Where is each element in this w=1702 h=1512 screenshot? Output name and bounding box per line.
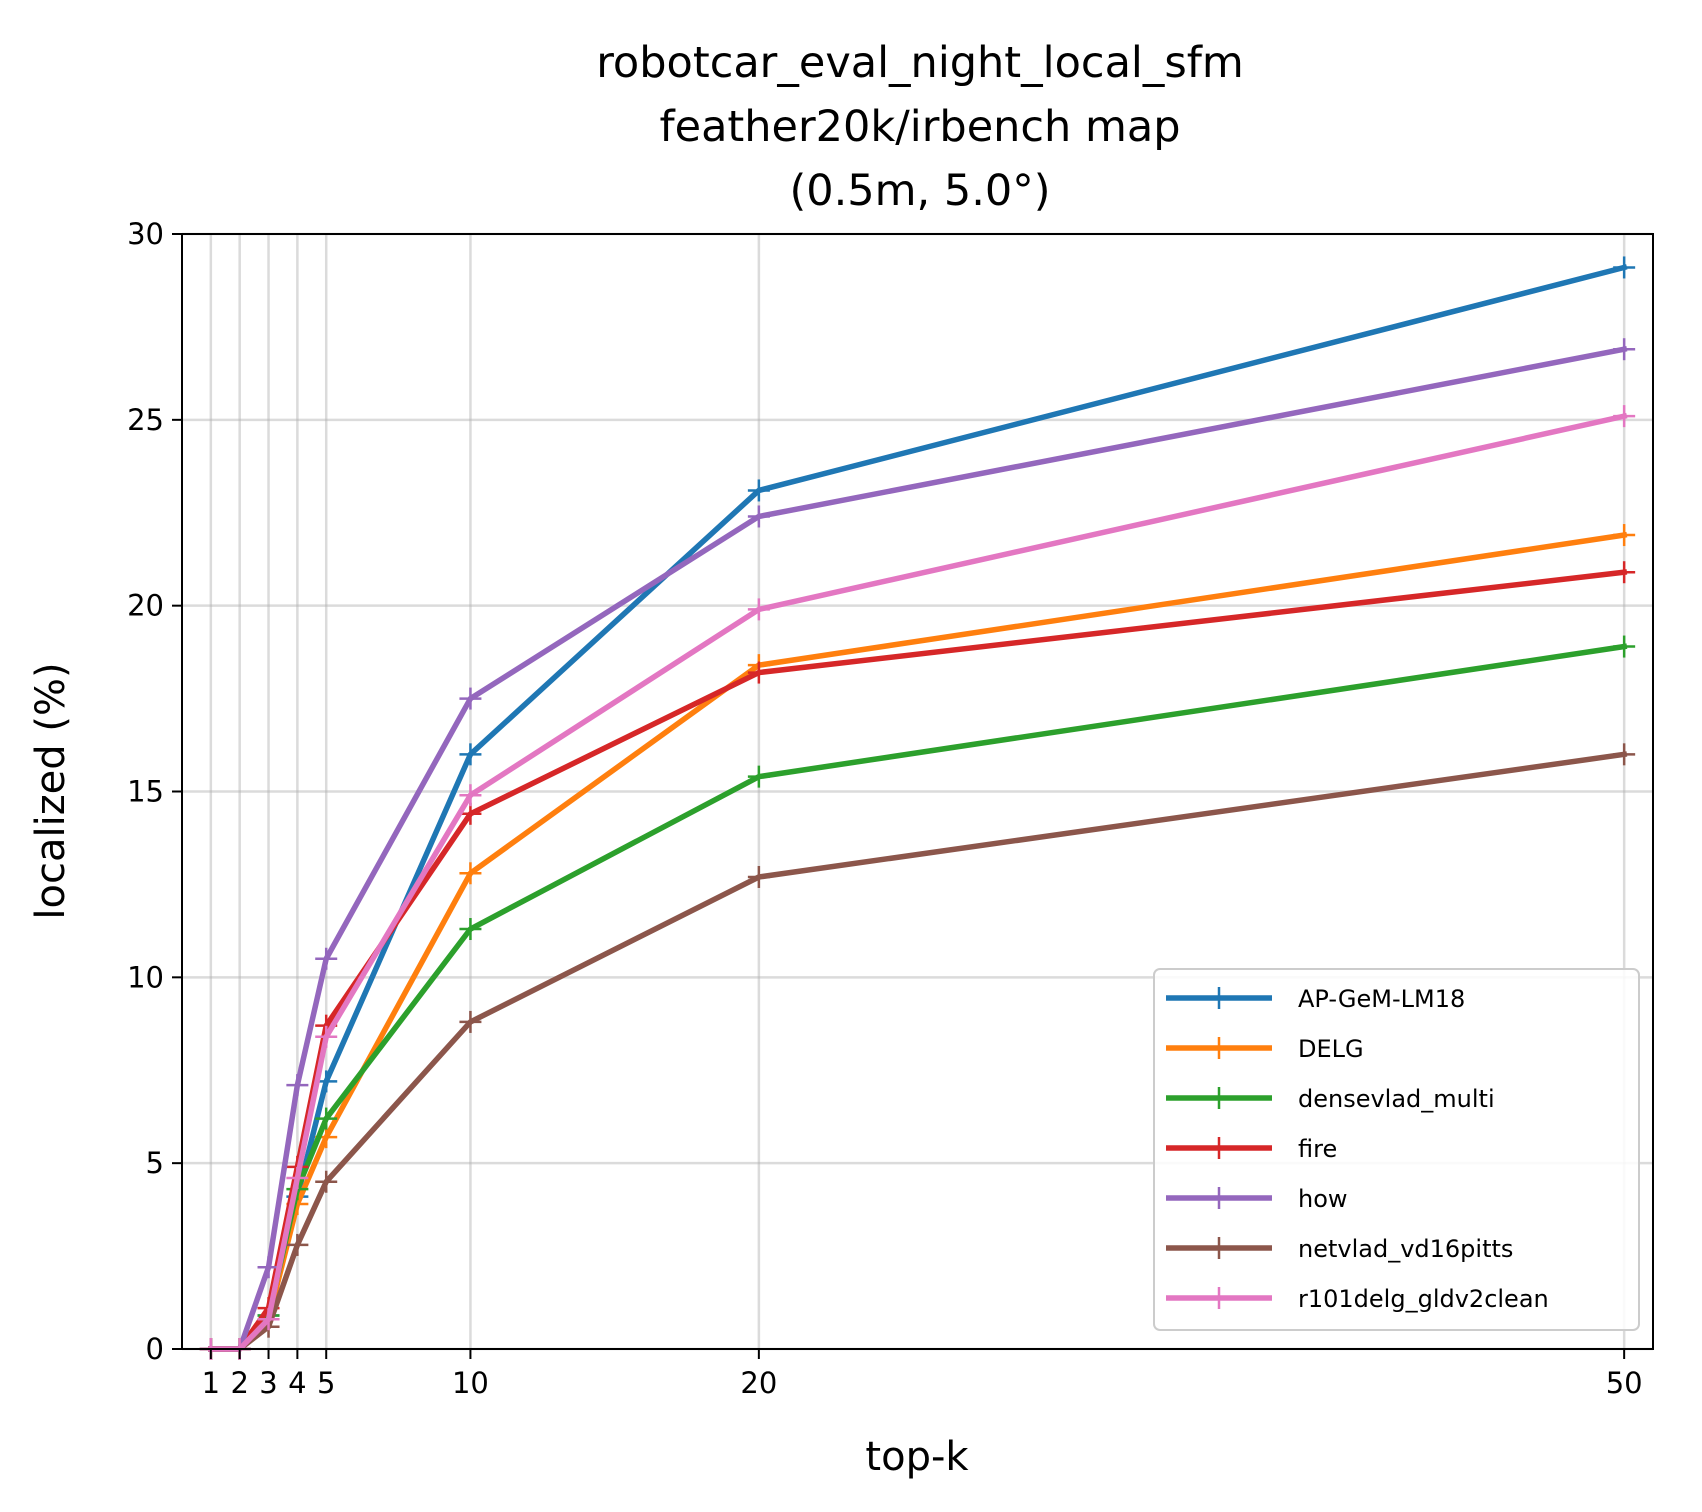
x-tick-label: 20 bbox=[740, 1366, 777, 1400]
legend-item-how: how bbox=[1166, 1185, 1348, 1213]
x-tick-label: 5 bbox=[317, 1366, 335, 1400]
data-point-r101delg-gldv2clean bbox=[1613, 405, 1636, 428]
data-point-ap-gem-lm18 bbox=[459, 743, 482, 766]
legend-item-ap-gem-lm18: AP-GeM-LM18 bbox=[1166, 985, 1465, 1013]
data-point-densevlad-multi bbox=[747, 765, 770, 788]
chart-title-line-3: (0.5m, 5.0°) bbox=[789, 166, 1050, 216]
x-tick-label: 3 bbox=[259, 1366, 277, 1400]
series-line-how bbox=[208, 345, 1628, 1352]
data-point-delg bbox=[1613, 524, 1636, 547]
y-tick-label: 5 bbox=[146, 1146, 164, 1180]
data-point-densevlad-multi bbox=[459, 918, 482, 941]
data-point-how bbox=[459, 687, 482, 710]
data-point-how bbox=[257, 1256, 280, 1279]
legend-label: AP-GeM-LM18 bbox=[1298, 985, 1465, 1013]
chart-title-line-2: feather20k/irbench map bbox=[659, 102, 1180, 152]
data-point-densevlad-multi bbox=[315, 1107, 338, 1130]
legend-label: netvlad_vd16pitts bbox=[1298, 1235, 1513, 1263]
data-point-r101delg-gldv2clean bbox=[459, 784, 482, 807]
data-point-r101delg-gldv2clean bbox=[315, 1025, 338, 1048]
legend-item-delg: DELG bbox=[1166, 1035, 1364, 1063]
data-point-netvlad-vd16pitts bbox=[286, 1233, 309, 1256]
x-tick-label: 50 bbox=[1606, 1366, 1643, 1400]
data-point-r101delg-gldv2clean bbox=[747, 598, 770, 621]
data-point-ap-gem-lm18 bbox=[1613, 256, 1636, 279]
legend-label: r101delg_gldv2clean bbox=[1298, 1285, 1549, 1313]
legend-box bbox=[1153, 968, 1640, 1331]
data-point-netvlad-vd16pitts bbox=[459, 1010, 482, 1033]
y-tick-label: 0 bbox=[146, 1332, 164, 1366]
x-axis-label: top-k bbox=[865, 1434, 969, 1480]
y-axis-ticks: 0 5 10 15 20 25 30 bbox=[127, 217, 182, 1366]
y-tick-label: 20 bbox=[127, 589, 164, 623]
data-point-netvlad-vd16pitts bbox=[315, 1170, 338, 1193]
data-point-ap-gem-lm18 bbox=[747, 479, 770, 502]
y-tick-label: 25 bbox=[127, 403, 164, 437]
x-tick-label: 2 bbox=[230, 1366, 248, 1400]
data-point-fire bbox=[747, 661, 770, 684]
data-point-fire bbox=[1613, 561, 1636, 584]
data-point-fire bbox=[459, 802, 482, 825]
y-tick-label: 30 bbox=[127, 217, 164, 251]
x-tick-label: 4 bbox=[288, 1366, 306, 1400]
legend-label: densevlad_multi bbox=[1298, 1085, 1495, 1113]
legend-label: how bbox=[1298, 1185, 1348, 1213]
y-axis-label: localized (%) bbox=[28, 662, 74, 919]
data-point-densevlad-multi bbox=[1613, 635, 1636, 658]
data-point-how bbox=[315, 947, 338, 970]
data-point-netvlad-vd16pitts bbox=[1613, 743, 1636, 766]
data-point-how bbox=[1613, 338, 1636, 361]
series-line-r101delg-gldv2clean bbox=[208, 412, 1628, 1352]
data-point-r101delg-gldv2clean bbox=[286, 1167, 309, 1190]
data-point-how bbox=[286, 1074, 309, 1097]
data-point-delg bbox=[459, 862, 482, 885]
data-point-how bbox=[747, 505, 770, 528]
data-point-netvlad-vd16pitts bbox=[747, 865, 770, 888]
legend-item-netvlad-vd16pitts: netvlad_vd16pitts bbox=[1166, 1235, 1513, 1263]
legend-item-densevlad-multi: densevlad_multi bbox=[1166, 1085, 1495, 1113]
legend-item-r101delg-gldv2clean: r101delg_gldv2clean bbox=[1166, 1285, 1549, 1313]
y-tick-label: 15 bbox=[127, 775, 164, 809]
x-axis-ticks: 1 2 3 4 5 10 20 50 bbox=[202, 1349, 1643, 1400]
x-tick-label: 10 bbox=[452, 1366, 489, 1400]
chart-title-line-1: robotcar_eval_night_local_sfm bbox=[596, 38, 1244, 88]
legend-label: fire bbox=[1298, 1135, 1337, 1163]
y-tick-label: 10 bbox=[127, 960, 164, 994]
legend-item-fire: fire bbox=[1166, 1135, 1337, 1163]
legend-label: DELG bbox=[1298, 1035, 1364, 1063]
data-point-r101delg-gldv2clean bbox=[257, 1308, 280, 1331]
x-tick-label: 1 bbox=[202, 1366, 220, 1400]
